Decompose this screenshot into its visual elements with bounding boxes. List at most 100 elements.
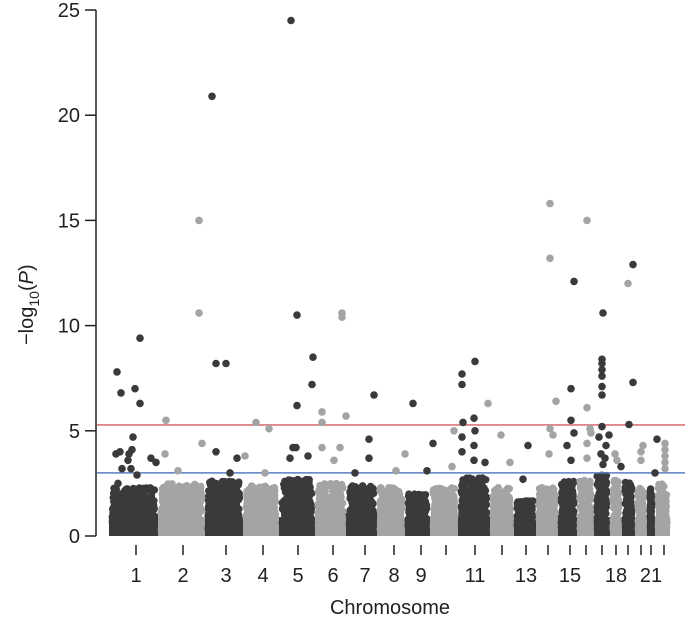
snp-point	[563, 441, 571, 450]
snp-point	[471, 357, 479, 366]
y-tick-label: 10	[58, 316, 80, 338]
snp-point	[212, 448, 220, 456]
chromosome-18-band	[609, 476, 623, 536]
snp-point	[583, 216, 591, 225]
x-tick-label: 2	[177, 565, 188, 587]
snp-point	[287, 16, 295, 25]
snp-point	[637, 456, 645, 465]
snp-point	[599, 309, 607, 317]
snp-point	[309, 353, 317, 362]
snp-point	[318, 418, 326, 427]
chromosome-6-band	[314, 479, 347, 536]
snp-point	[546, 254, 554, 263]
x-tick-label: 21	[640, 565, 662, 587]
chromosome-8-band	[376, 484, 406, 536]
snp-point	[458, 380, 466, 389]
snp-point	[370, 391, 378, 399]
snp-point	[293, 311, 301, 319]
snp-point	[116, 448, 124, 456]
x-axis-title: Chromosome	[330, 597, 450, 618]
snp-point	[118, 464, 126, 473]
snp-point	[661, 439, 669, 448]
x-tick-label: 6	[327, 565, 338, 587]
snp-point	[567, 416, 575, 425]
snp-point	[286, 454, 294, 463]
snp-point	[401, 450, 409, 458]
snp-point	[342, 412, 350, 420]
snp-point	[308, 380, 316, 389]
snp-point	[651, 469, 659, 477]
snp-point	[617, 462, 625, 471]
snp-point	[448, 462, 456, 471]
snp-point	[198, 439, 206, 448]
snp-point	[458, 370, 466, 378]
snp-point	[570, 429, 578, 437]
snp-point	[450, 427, 458, 435]
chromosome-9-band	[404, 490, 431, 536]
chromosome-13-band	[513, 497, 537, 536]
snp-point	[552, 397, 560, 406]
snp-point	[147, 454, 155, 463]
snp-point	[470, 441, 478, 450]
snp-point	[629, 260, 637, 269]
snp-point	[661, 464, 669, 473]
snp-point	[595, 433, 603, 441]
snp-point	[583, 439, 591, 448]
x-tick-label: 8	[388, 565, 399, 587]
x-tick-label: 7	[359, 565, 370, 587]
snp-point	[292, 443, 300, 452]
snp-point	[605, 431, 613, 439]
snp-point	[653, 435, 661, 444]
chromosome-19-band	[621, 478, 636, 536]
snp-point	[598, 391, 606, 399]
chromosome-3-band	[204, 477, 244, 536]
chromosome-14-band	[535, 484, 559, 536]
snp-point	[549, 431, 557, 439]
snp-point	[195, 216, 203, 225]
snp-point	[629, 378, 637, 387]
snp-point	[117, 389, 125, 397]
snp-point	[545, 450, 553, 458]
threshold-lines	[97, 424, 685, 474]
snp-point	[481, 458, 489, 467]
snp-point	[470, 414, 478, 423]
y-tick-label: 20	[58, 105, 80, 127]
snp-point	[208, 477, 216, 486]
snp-point	[129, 433, 137, 441]
snp-point	[429, 439, 437, 448]
y-axis-title: −log10(P)	[16, 264, 42, 345]
snp-point	[583, 454, 591, 463]
y-tick-label: 0	[69, 526, 80, 548]
snp-point	[338, 313, 346, 322]
x-tick-label: 5	[292, 565, 303, 587]
chromosome-16-band	[576, 476, 595, 536]
y-tick-label: 25	[58, 0, 80, 22]
snp-point	[583, 403, 591, 412]
snp-point	[570, 277, 578, 286]
snp-point	[598, 359, 606, 368]
snp-point	[639, 441, 647, 450]
snp-point	[136, 399, 144, 408]
snp-point	[304, 452, 312, 460]
chromosome-10-band	[429, 484, 459, 536]
x-tick-label: 18	[605, 565, 627, 587]
chromosome-7-band	[345, 482, 378, 536]
x-axis: 1 2 3 4 5 6 7 8 9 11 13 15 18 21	[130, 545, 665, 587]
x-tick-label: 11	[465, 565, 486, 587]
chromosome-1-band	[108, 484, 159, 536]
snp-point	[611, 450, 619, 458]
snp-point	[293, 401, 301, 410]
snp-point	[459, 418, 467, 427]
y-axis: 0 5 10 15 20 25	[58, 0, 97, 548]
x-tick-label: 1	[130, 565, 141, 587]
snp-point	[519, 475, 527, 484]
snp-point	[409, 399, 417, 408]
x-tick-label: 4	[257, 565, 268, 587]
snp-point	[127, 464, 135, 473]
chromosome-5-band	[278, 475, 316, 536]
chromosome-20-band	[634, 484, 648, 536]
chromosome-12-band	[489, 484, 515, 536]
snp-point	[625, 420, 633, 429]
snp-point	[162, 416, 170, 425]
x-tick-label: 9	[415, 565, 426, 587]
